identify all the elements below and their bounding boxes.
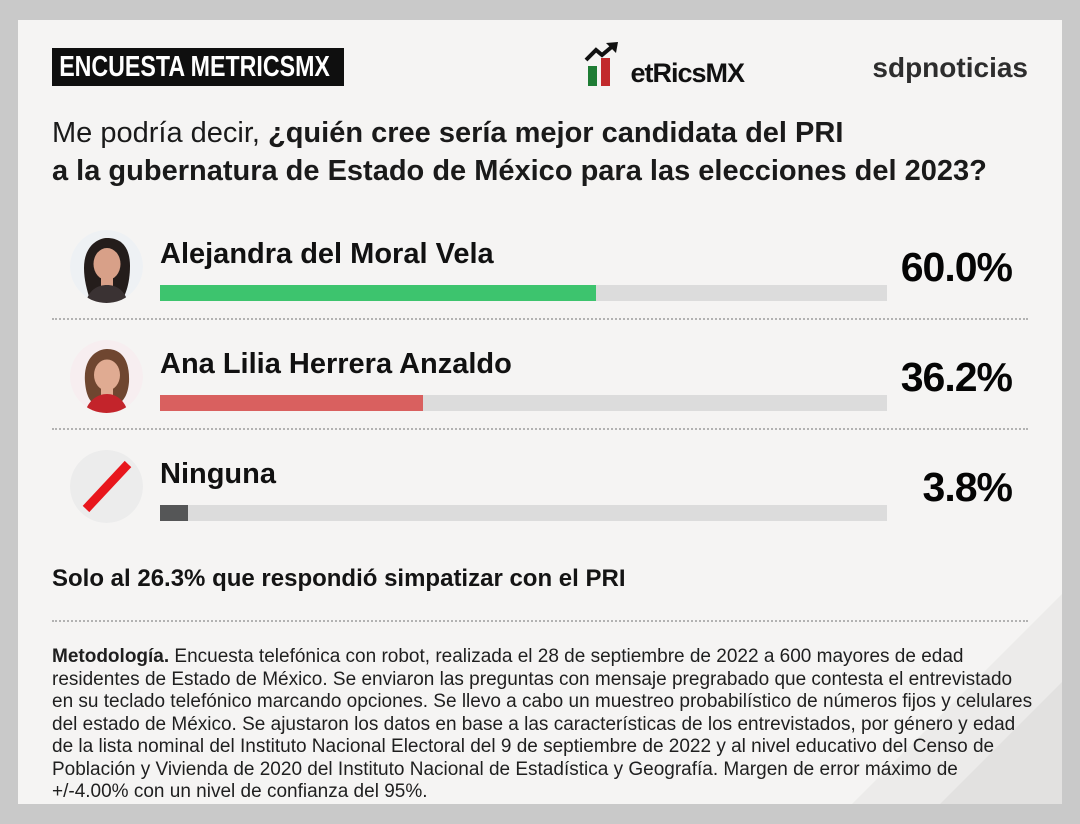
red-slash-icon bbox=[70, 450, 143, 523]
candidate-name: Ninguna bbox=[160, 458, 276, 490]
dotted-separator bbox=[52, 620, 1028, 622]
dotted-separator bbox=[52, 318, 1028, 320]
filter-note: Solo al 26.3% que respondió simpatizar c… bbox=[52, 565, 626, 592]
result-percentage: 36.2% bbox=[900, 354, 1013, 400]
avatar-illustration bbox=[70, 230, 143, 303]
metricsmx-logo: etRicsMX bbox=[582, 42, 745, 88]
result-row-ana-lilia: Ana Lilia Herrera Anzaldo 36.2% bbox=[52, 340, 1013, 428]
result-bar-fill bbox=[160, 395, 424, 411]
infographic-card: ENCUESTA METRICSMX etRicsMX sdpnoticias … bbox=[18, 20, 1062, 804]
poll-question: Me podría decir, ¿quién cree sería mejor… bbox=[52, 114, 1032, 190]
candidate-name: Alejandra del Moral Vela bbox=[160, 238, 494, 270]
candidate-photo-alejandra bbox=[70, 230, 143, 303]
question-prefix: Me podría decir, bbox=[52, 117, 268, 149]
methodology-text: Encuesta telefónica con robot, realizada… bbox=[52, 646, 1033, 802]
survey-title: ENCUESTA METRICSMX bbox=[59, 50, 330, 83]
result-percentage: 60.0% bbox=[900, 244, 1013, 290]
result-bar-track bbox=[160, 285, 887, 301]
sdpnoticias-logo: sdpnoticias bbox=[872, 52, 1028, 83]
result-row-alejandra: Alejandra del Moral Vela 60.0% bbox=[52, 230, 1013, 318]
result-row-ninguna: Ninguna 3.8% bbox=[52, 450, 1013, 538]
none-option-icon bbox=[70, 450, 143, 523]
result-bar-fill bbox=[160, 285, 597, 301]
candidate-photo-ana-lilia bbox=[70, 340, 143, 413]
methodology-paragraph: Metodología. Encuesta telefónica con rob… bbox=[52, 646, 1034, 804]
avatar-illustration bbox=[70, 340, 143, 413]
survey-title-banner: ENCUESTA METRICSMX bbox=[52, 48, 344, 86]
result-bar-track bbox=[160, 505, 887, 521]
question-line-1: Me podría decir, ¿quién cree sería mejor… bbox=[52, 114, 1032, 152]
result-bar-fill bbox=[160, 505, 188, 521]
candidate-name: Ana Lilia Herrera Anzaldo bbox=[160, 348, 512, 380]
metricsmx-logo-text: etRicsMX bbox=[630, 58, 745, 88]
result-bar-track bbox=[160, 395, 887, 411]
question-line-2: a la gubernatura de Estado de México par… bbox=[52, 155, 987, 187]
methodology-label: Metodología. bbox=[52, 646, 170, 667]
question-bold-part: ¿quién cree sería mejor candidata del PR… bbox=[268, 117, 844, 149]
result-percentage: 3.8% bbox=[922, 464, 1013, 510]
dotted-separator bbox=[52, 428, 1028, 430]
metricsmx-bars-arrow-icon bbox=[585, 42, 619, 86]
